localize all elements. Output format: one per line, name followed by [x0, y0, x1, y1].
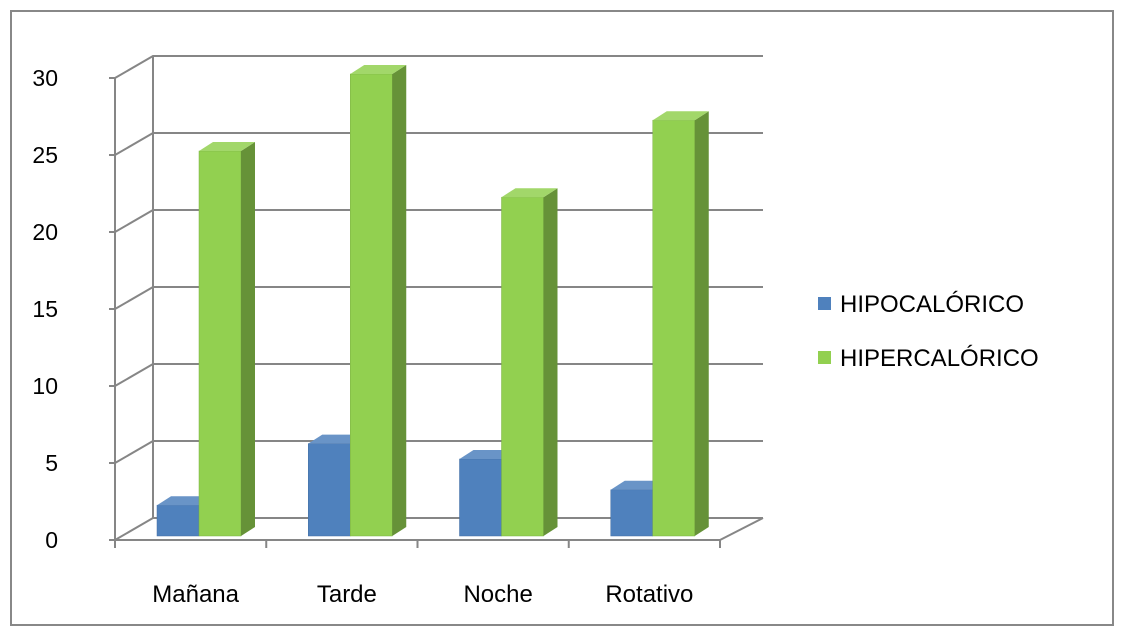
y-tick-label: 0 — [45, 527, 58, 553]
gridline — [114, 55, 763, 79]
x-tick-label: Noche — [463, 581, 532, 608]
y-tick-label: 20 — [32, 219, 58, 245]
bar-front — [610, 489, 653, 537]
bar-side — [241, 142, 255, 536]
bar-front — [501, 196, 544, 537]
axes — [109, 56, 721, 548]
bar-top — [199, 142, 255, 151]
y-tick-label: 5 — [45, 450, 58, 476]
bar-front — [198, 150, 242, 537]
bar-front — [459, 458, 502, 537]
bar-front — [652, 119, 695, 537]
bar — [501, 188, 558, 537]
x-tick-label: Rotativo — [605, 581, 693, 608]
x-tick-label: Tarde — [317, 581, 377, 608]
bar-front — [350, 73, 393, 537]
y-tick-label: 10 — [32, 373, 58, 399]
bar-front — [156, 504, 200, 537]
bar-top — [501, 188, 558, 198]
axis-labels: 0 5 10 15 20 25 30 Mañana Tarde Noche Rotativo — [32, 65, 693, 608]
legend-swatch — [818, 351, 831, 364]
bar-front — [308, 443, 351, 537]
legend: HIPOCALÓRICO HIPERCALÓRICO — [818, 291, 1039, 372]
bar — [350, 65, 407, 537]
legend-label: HIPERCALÓRICO — [840, 345, 1039, 372]
bars — [156, 65, 709, 537]
bar-top — [652, 111, 709, 121]
bar-side — [543, 188, 558, 536]
bar-side — [694, 111, 709, 536]
bar-top — [350, 65, 407, 74]
y-tick-label: 15 — [32, 296, 58, 322]
legend-label: HIPOCALÓRICO — [840, 291, 1024, 318]
floor-right-edge — [719, 517, 764, 541]
bar — [652, 111, 709, 537]
x-tick-label: Mañana — [152, 581, 239, 608]
bar — [198, 142, 255, 537]
bar-side — [392, 65, 407, 536]
y-tick-label: 25 — [32, 142, 58, 168]
legend-swatch — [818, 297, 831, 310]
y-tick-label: 30 — [32, 65, 58, 91]
